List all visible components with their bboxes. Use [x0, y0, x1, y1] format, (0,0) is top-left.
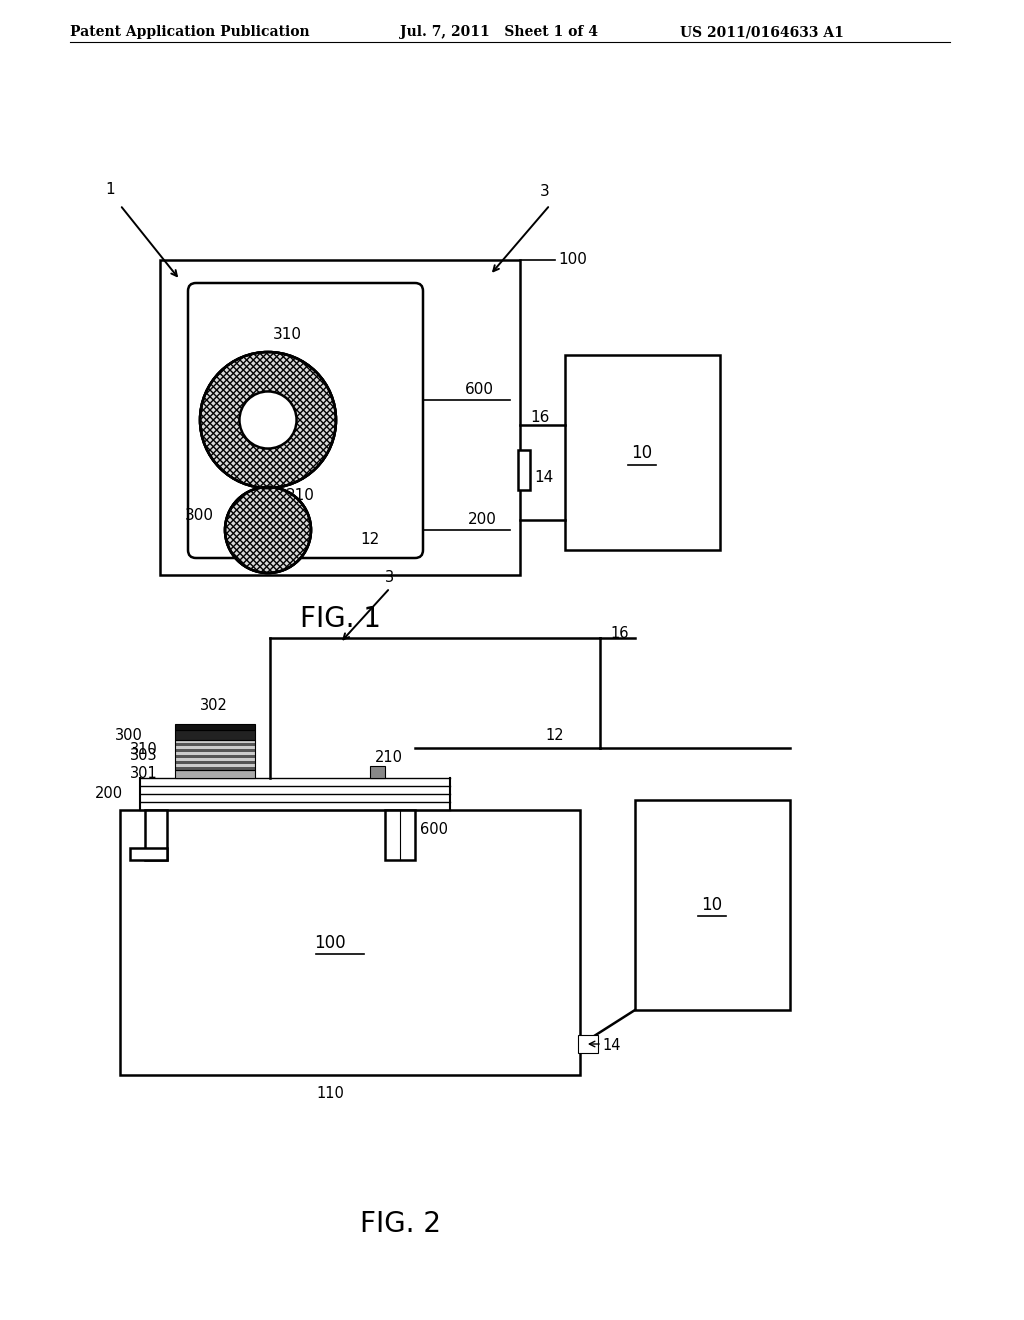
Bar [175, 746, 255, 748]
Text: 303: 303 [130, 747, 158, 763]
Bar [175, 758, 255, 762]
Bar [175, 723, 255, 730]
Text: 10: 10 [632, 444, 652, 462]
Text: 14: 14 [602, 1038, 621, 1052]
Text: 10: 10 [701, 896, 723, 913]
Bar [120, 810, 580, 1074]
Bar [175, 741, 255, 770]
Text: 3: 3 [540, 185, 550, 199]
Text: 310: 310 [130, 742, 158, 756]
Bar [175, 741, 255, 743]
Bar [175, 762, 255, 764]
Text: FIG. 1: FIG. 1 [299, 605, 381, 634]
Text: 210: 210 [286, 487, 314, 503]
Bar [370, 766, 385, 777]
Text: 100: 100 [558, 252, 587, 268]
Text: 3: 3 [385, 570, 394, 586]
Text: 110: 110 [316, 1085, 344, 1101]
Text: 300: 300 [185, 507, 214, 523]
Bar [635, 800, 790, 1010]
Bar [565, 355, 720, 550]
Bar [175, 755, 255, 758]
Circle shape [240, 392, 297, 449]
Text: 1: 1 [105, 182, 115, 198]
Bar [175, 770, 255, 777]
Text: 302: 302 [200, 697, 228, 713]
Text: 600: 600 [465, 383, 494, 397]
Bar [175, 764, 255, 767]
Bar [130, 847, 167, 861]
Text: 600: 600 [420, 822, 449, 837]
Bar [518, 450, 530, 490]
Text: 100: 100 [314, 935, 346, 952]
Text: 200: 200 [468, 512, 497, 528]
Bar [578, 1035, 598, 1053]
Text: Jul. 7, 2011   Sheet 1 of 4: Jul. 7, 2011 Sheet 1 of 4 [400, 25, 598, 40]
Text: 12: 12 [545, 729, 563, 743]
Bar [175, 730, 255, 741]
Text: Patent Application Publication: Patent Application Publication [70, 25, 309, 40]
Text: 16: 16 [610, 626, 629, 640]
Circle shape [225, 487, 311, 573]
Text: 300: 300 [115, 727, 143, 742]
Text: 200: 200 [95, 787, 123, 801]
Text: US 2011/0164633 A1: US 2011/0164633 A1 [680, 25, 844, 40]
Text: 310: 310 [273, 327, 302, 342]
Text: 16: 16 [530, 409, 549, 425]
Bar [175, 743, 255, 746]
Bar [175, 748, 255, 752]
Text: 12: 12 [360, 532, 379, 548]
Text: 14: 14 [534, 470, 553, 484]
Bar [145, 810, 167, 861]
Bar [175, 767, 255, 770]
Text: 210: 210 [375, 751, 403, 766]
Circle shape [200, 352, 336, 488]
FancyBboxPatch shape [188, 282, 423, 558]
Bar [175, 752, 255, 755]
Bar [160, 260, 520, 576]
Bar [385, 810, 415, 861]
Text: 301: 301 [130, 767, 158, 781]
Text: FIG. 2: FIG. 2 [359, 1210, 440, 1238]
